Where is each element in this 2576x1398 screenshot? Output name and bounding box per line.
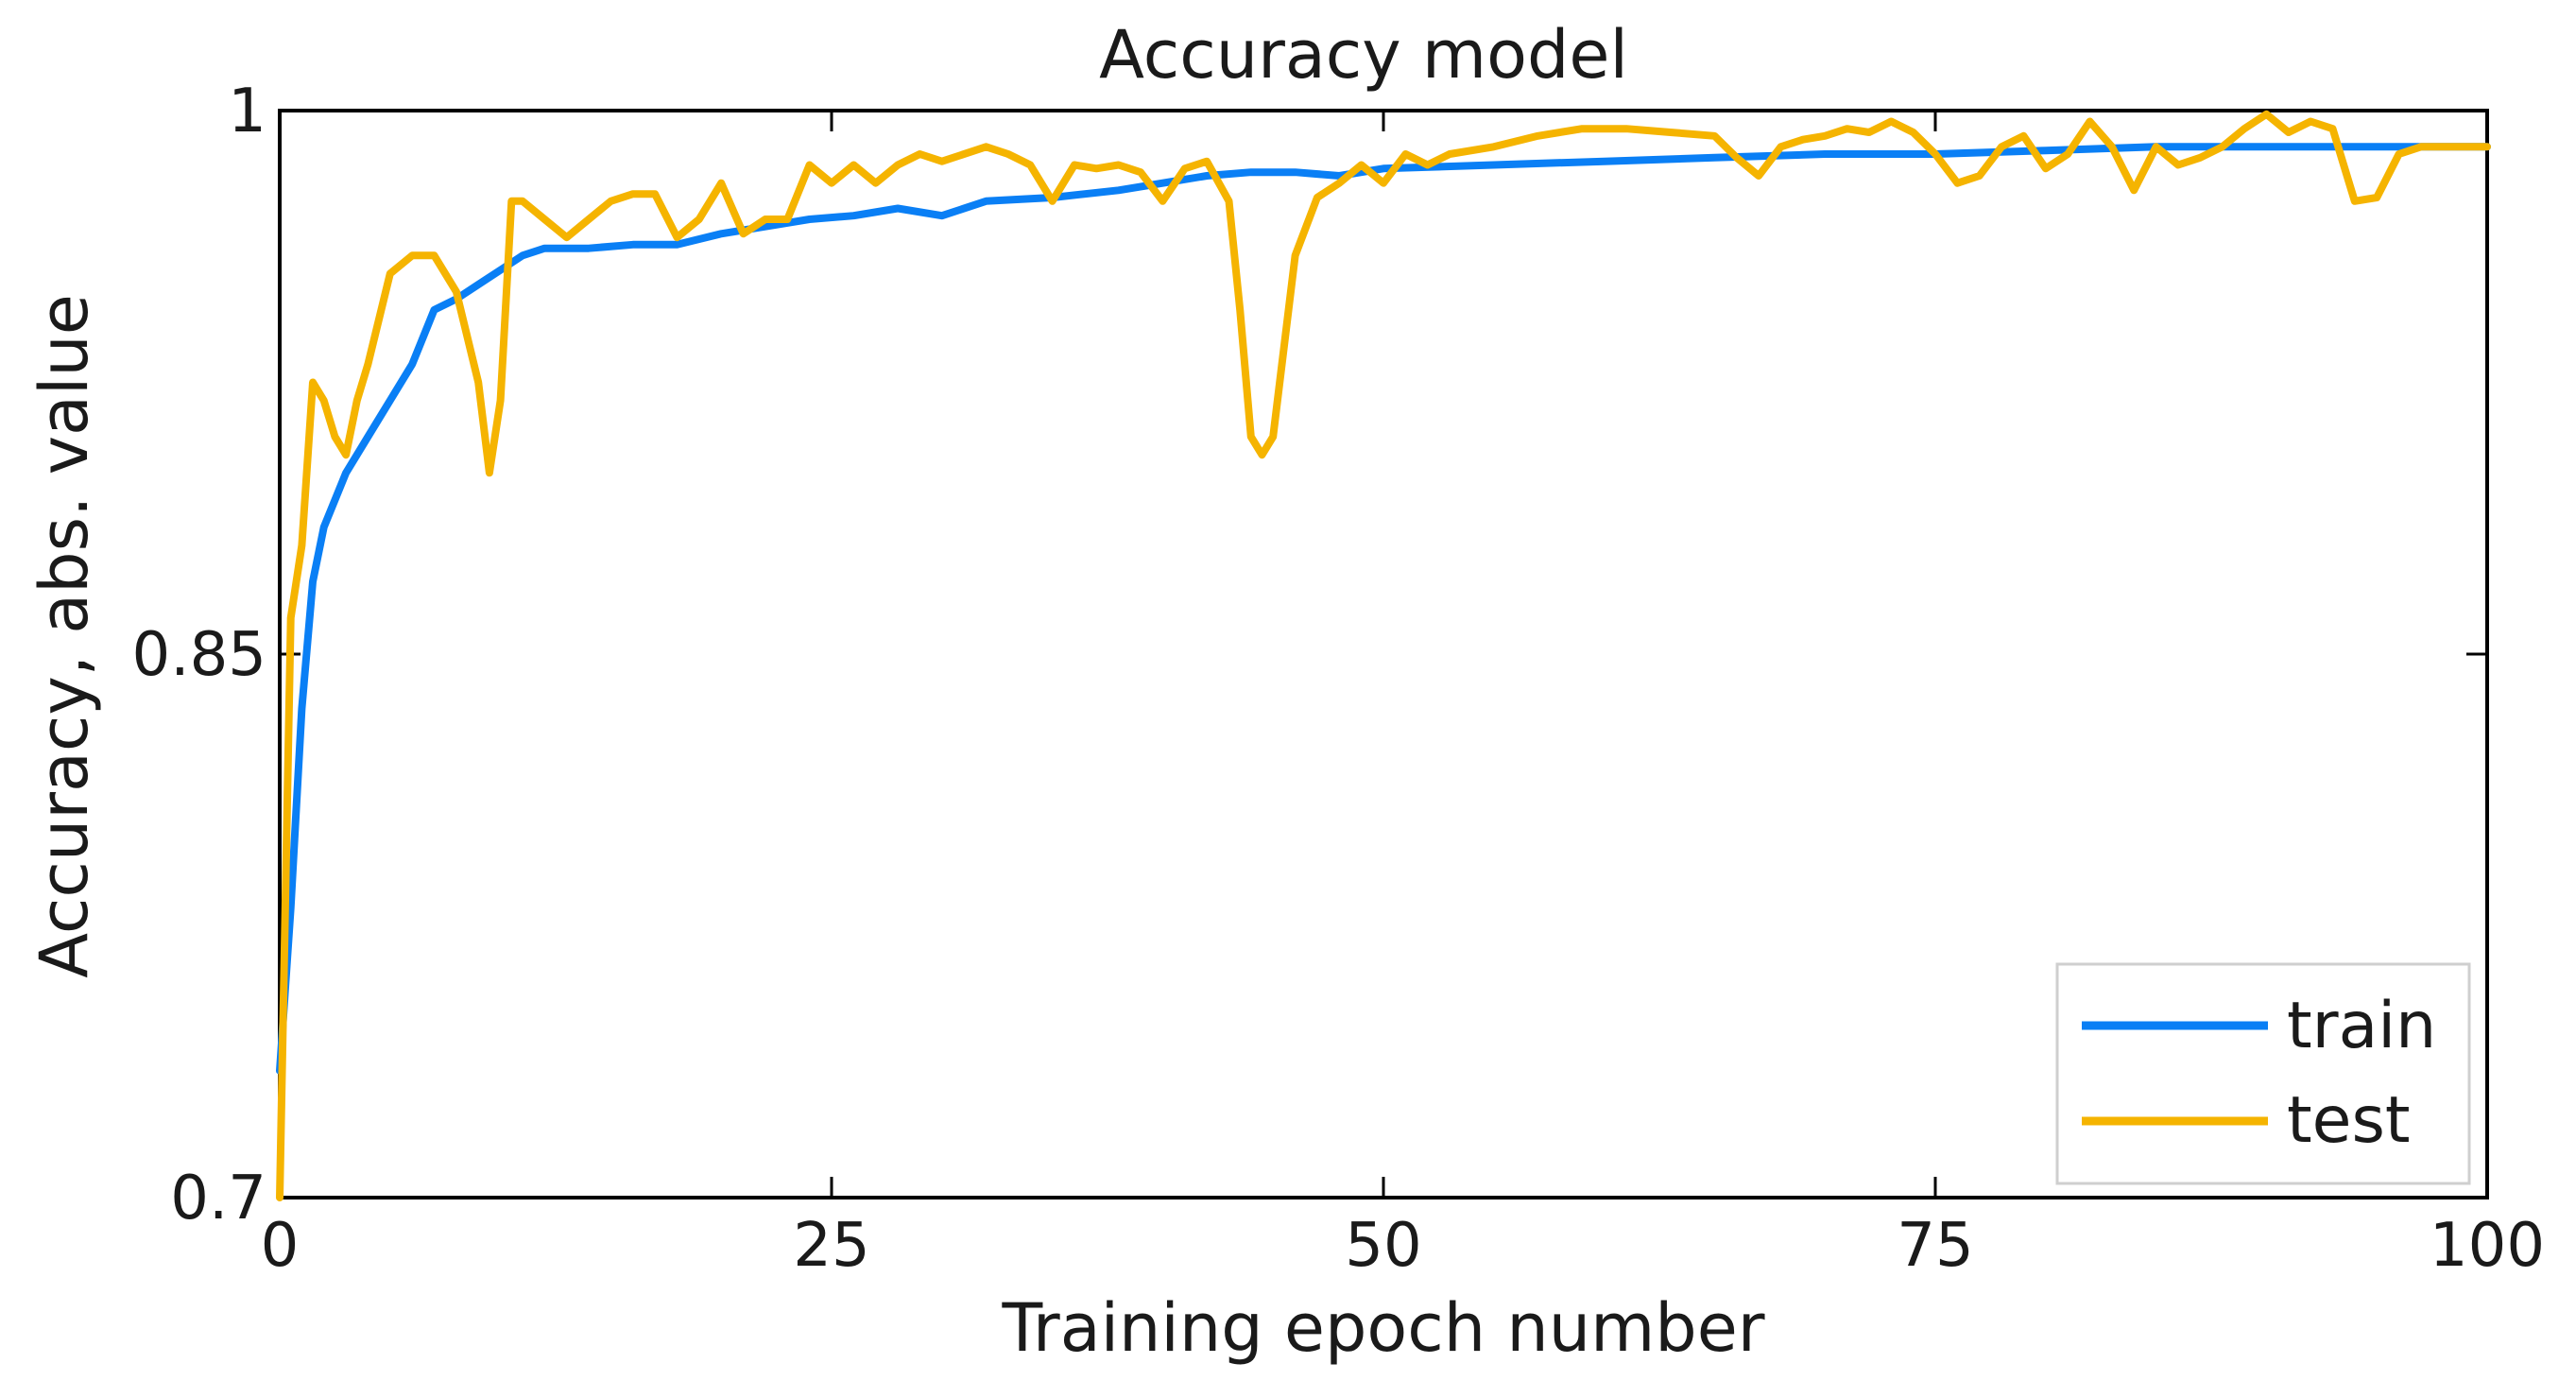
- series-layer: [276, 110, 2491, 1201]
- plot-area: [276, 109, 2491, 1201]
- y-tick-label: 1: [228, 77, 266, 147]
- x-tick-label: 0: [261, 1211, 300, 1281]
- series-line-test: [276, 110, 2491, 1201]
- y-tick-labels: 0.7 0.85 1: [132, 77, 267, 1234]
- chart-title: Accuracy model: [1099, 16, 1628, 94]
- series-line-train: [276, 143, 2491, 1075]
- x-tick-labels: 0 25 50 75 100: [261, 1211, 2545, 1281]
- x-tick-label: 25: [793, 1211, 869, 1281]
- x-axis-label: Training epoch number: [1001, 1289, 1764, 1367]
- x-tick-label: 75: [1897, 1211, 1973, 1281]
- x-tick-label: 50: [1345, 1211, 1421, 1281]
- legend: train test: [2055, 962, 2471, 1185]
- legend-test-label: test: [2287, 1083, 2411, 1158]
- y-tick-label: 0.85: [132, 620, 267, 690]
- x-tick-label: 100: [2430, 1211, 2545, 1281]
- legend-train-label: train: [2287, 989, 2436, 1063]
- legend-box: [2055, 962, 2471, 1185]
- y-axis-label: Accuracy, abs. value: [26, 294, 103, 978]
- y-tick-label: 0.7: [170, 1164, 266, 1234]
